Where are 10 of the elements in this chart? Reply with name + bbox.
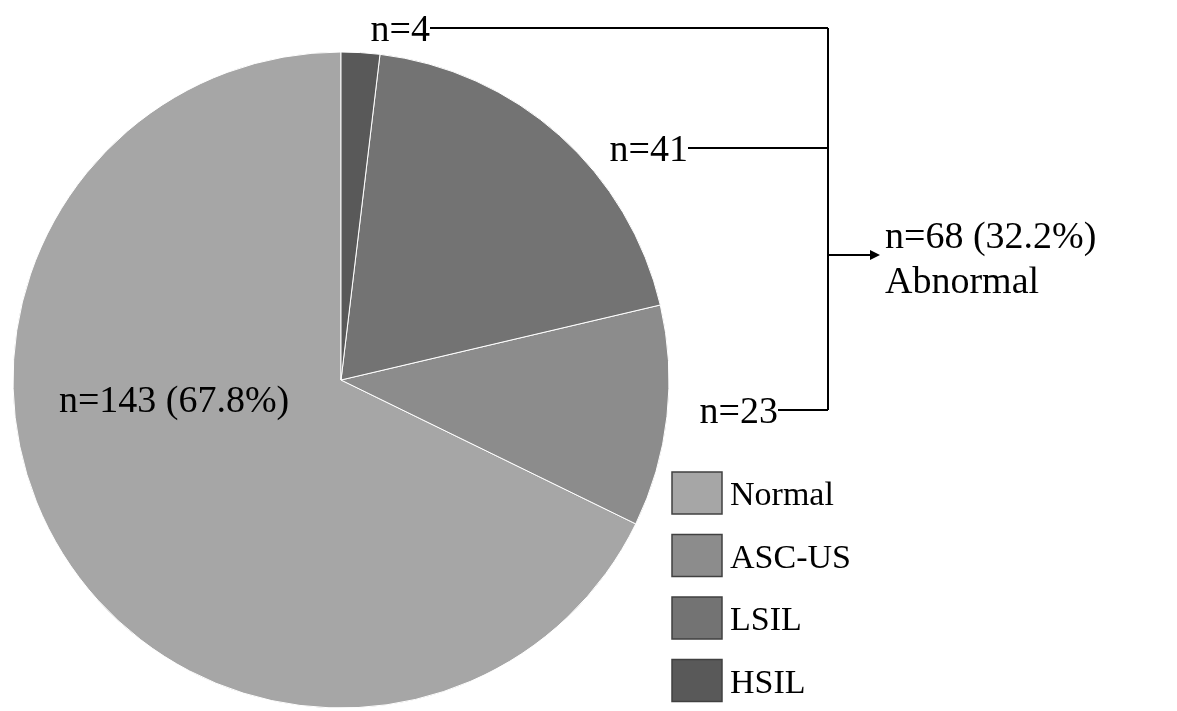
text: n=68 (32.2%) (885, 214, 1097, 257)
data-label: n=143 (67.8%) (58, 377, 290, 421)
legend-label: LSIL (730, 600, 802, 637)
data-label: n=41 (609, 127, 688, 169)
text: Abnormal (885, 259, 1040, 301)
legend-label: ASC-US (730, 537, 851, 575)
data-label: n=23 (699, 389, 778, 431)
legend-label: HSIL (730, 662, 806, 700)
legend-label: Normal (730, 475, 834, 512)
data-label: n=4 (370, 7, 430, 49)
